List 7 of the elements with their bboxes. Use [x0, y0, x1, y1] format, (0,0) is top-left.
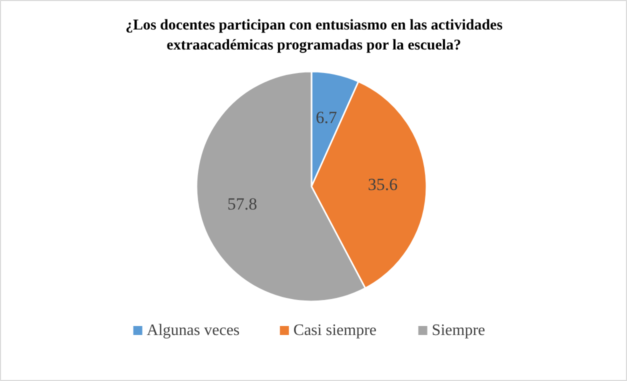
data-label: 6.7	[316, 108, 338, 127]
chart-title: ¿Los docentes participan con entusiasmo en las actividades extraacadémicas programadas por la escuela?	[125, 18, 503, 54]
legend-label: Casi siempre	[293, 322, 376, 339]
legend-label: Algunas veces	[146, 322, 240, 339]
data-label: 35.6	[368, 175, 398, 194]
legend-label: Siempre	[432, 322, 486, 339]
data-label: 57.8	[227, 194, 258, 214]
